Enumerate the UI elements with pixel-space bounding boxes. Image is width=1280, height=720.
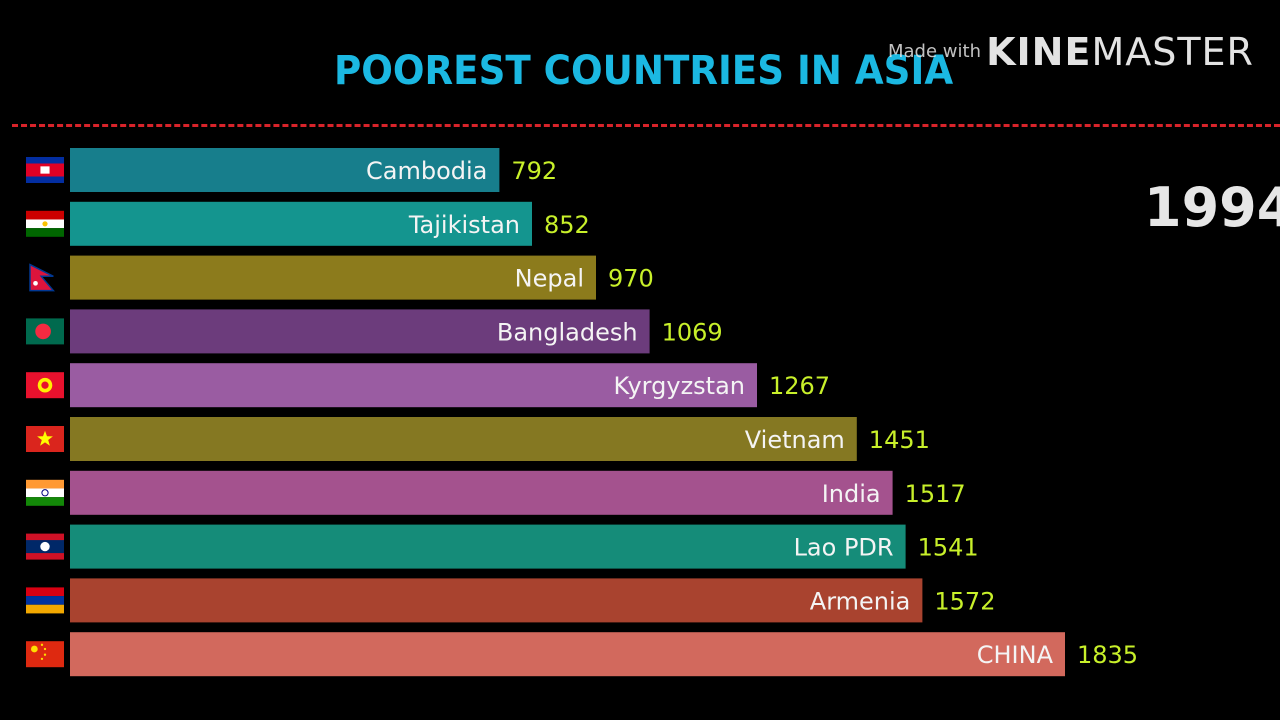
watermark-brand: KINEMASTER	[986, 30, 1254, 74]
bar-category-label: Tajikistan	[408, 211, 520, 239]
bar-value-label: 970	[608, 265, 654, 293]
bar-value-label: 1541	[918, 534, 979, 562]
laos-flag-icon	[26, 533, 64, 560]
watermark-kine: KINE	[986, 30, 1092, 74]
bar-lao-pdr	[70, 524, 906, 569]
bar-value-label: 1517	[905, 480, 966, 508]
armenia-flag-icon	[26, 587, 64, 614]
bar-category-label: Armenia	[810, 587, 911, 615]
tajikistan-flag-icon	[26, 210, 64, 237]
watermark: Made with KINEMASTER	[888, 30, 1254, 74]
bar-value-label: 1451	[869, 426, 930, 454]
bar-value-label: 852	[544, 211, 590, 239]
bar-armenia	[70, 578, 923, 623]
bar-india	[70, 470, 893, 515]
bar-value-label: 1069	[662, 318, 723, 346]
bar-cambodia	[70, 148, 500, 192]
bar-category-label: India	[822, 480, 881, 508]
bar-value-label: 792	[511, 157, 557, 185]
bar-value-label: 1267	[769, 372, 830, 400]
bar-category-label: Kyrgyzstan	[613, 372, 745, 400]
bar-bangladesh	[70, 309, 650, 354]
bar-value-label: 1835	[1077, 641, 1138, 669]
bangladesh-flag-icon	[26, 318, 64, 345]
bar-kyrgyzstan	[70, 363, 757, 408]
vietnam-flag-icon	[26, 426, 64, 452]
bar-category-label: Cambodia	[366, 157, 487, 185]
bar-value-label: 1572	[934, 587, 995, 615]
bar-china	[70, 632, 1065, 677]
bar-category-label: Lao PDR	[794, 534, 894, 562]
china-flag-icon	[26, 641, 64, 668]
year-label: 1994	[1144, 176, 1280, 239]
title-divider	[12, 124, 1280, 127]
india-flag-icon	[26, 479, 64, 506]
bar-category-label: Nepal	[515, 265, 584, 293]
nepal-flag-icon	[26, 263, 64, 292]
bar-category-label: Bangladesh	[497, 318, 638, 346]
watermark-prefix: Made with	[888, 41, 981, 62]
bar-category-label: CHINA	[977, 641, 1054, 669]
chart-title: POOREST COUNTRIES IN ASIA	[334, 48, 954, 94]
watermark-master: MASTER	[1091, 30, 1254, 74]
cambodia-flag-icon	[26, 157, 64, 183]
bar-vietnam	[70, 417, 857, 461]
bar-tajikistan	[70, 201, 532, 246]
bar-category-label: Vietnam	[745, 426, 845, 454]
kyrgyzstan-flag-icon	[26, 372, 64, 399]
bar-nepal	[70, 255, 596, 300]
